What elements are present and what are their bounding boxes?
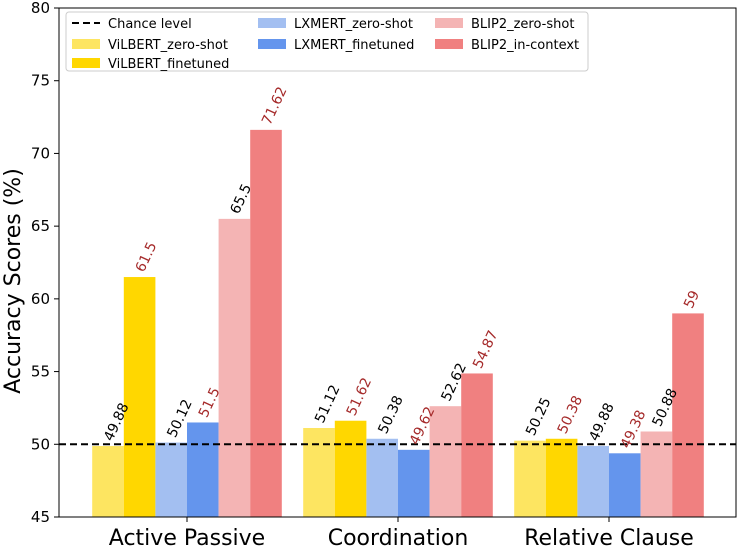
bar — [218, 218, 251, 517]
bar — [609, 453, 641, 517]
bar — [334, 420, 367, 517]
bar — [398, 449, 430, 517]
bar — [514, 440, 546, 517]
bar — [429, 406, 462, 517]
legend-swatch — [435, 39, 463, 49]
y-tick-label: 75 — [31, 72, 50, 90]
legend-label: ViLBERT_finetuned — [108, 57, 229, 72]
bar — [187, 422, 219, 517]
x-tick-label: Relative Clause — [524, 526, 694, 547]
y-tick-label: 50 — [31, 435, 50, 453]
bar — [303, 428, 335, 517]
legend-swatch — [258, 18, 286, 28]
legend-label: ViLBERT_zero-shot — [108, 38, 228, 53]
data-label: 54.87 — [470, 328, 501, 371]
bar — [250, 129, 282, 517]
data-label: 59 — [681, 288, 703, 311]
legend-label: Chance level — [108, 17, 192, 32]
bar — [155, 442, 187, 517]
legend-swatch — [72, 39, 100, 49]
bar — [545, 438, 578, 517]
x-tick-label: Active Passive — [109, 526, 265, 547]
data-label: 50.25 — [523, 395, 554, 438]
legend-label: LXMERT_zero-shot — [294, 17, 413, 32]
data-label: 51.62 — [344, 375, 375, 418]
bar — [92, 446, 124, 517]
legend-label: BLIP2_in-context — [471, 38, 579, 53]
legend-label: LXMERT_finetuned — [294, 38, 414, 53]
data-label: 50.38 — [375, 393, 406, 436]
y-tick-label: 55 — [31, 363, 50, 381]
y-tick-label: 60 — [31, 290, 50, 308]
bar — [366, 438, 398, 517]
data-label: 49.88 — [586, 401, 617, 444]
legend-swatch — [258, 39, 286, 49]
data-label: 71.62 — [259, 84, 290, 127]
bar — [577, 446, 609, 517]
y-tick-label: 80 — [31, 0, 50, 17]
legend-label: BLIP2_zero-shot — [471, 17, 574, 32]
bar — [123, 277, 156, 517]
bar — [640, 431, 673, 517]
bar — [672, 313, 704, 517]
x-tick-label: Coordination — [328, 526, 469, 547]
data-label: 50.38 — [555, 393, 586, 436]
data-label: 61.5 — [133, 240, 161, 275]
legend-swatch — [72, 58, 100, 68]
y-tick-label: 70 — [31, 144, 50, 162]
y-tick-label: 45 — [31, 508, 50, 526]
legend-swatch — [435, 18, 463, 28]
y-axis-label: Accuracy Scores (%) — [1, 168, 26, 394]
y-tick-label: 65 — [31, 217, 50, 235]
chart-axes: 45 50 55 60 65 70 75 80 Active Passive Coordinati… — [31, 0, 737, 547]
data-label: 51.12 — [312, 383, 343, 426]
legend: Chance level ViLBERT_zero-shot ViLBERT_fin… — [65, 11, 589, 72]
